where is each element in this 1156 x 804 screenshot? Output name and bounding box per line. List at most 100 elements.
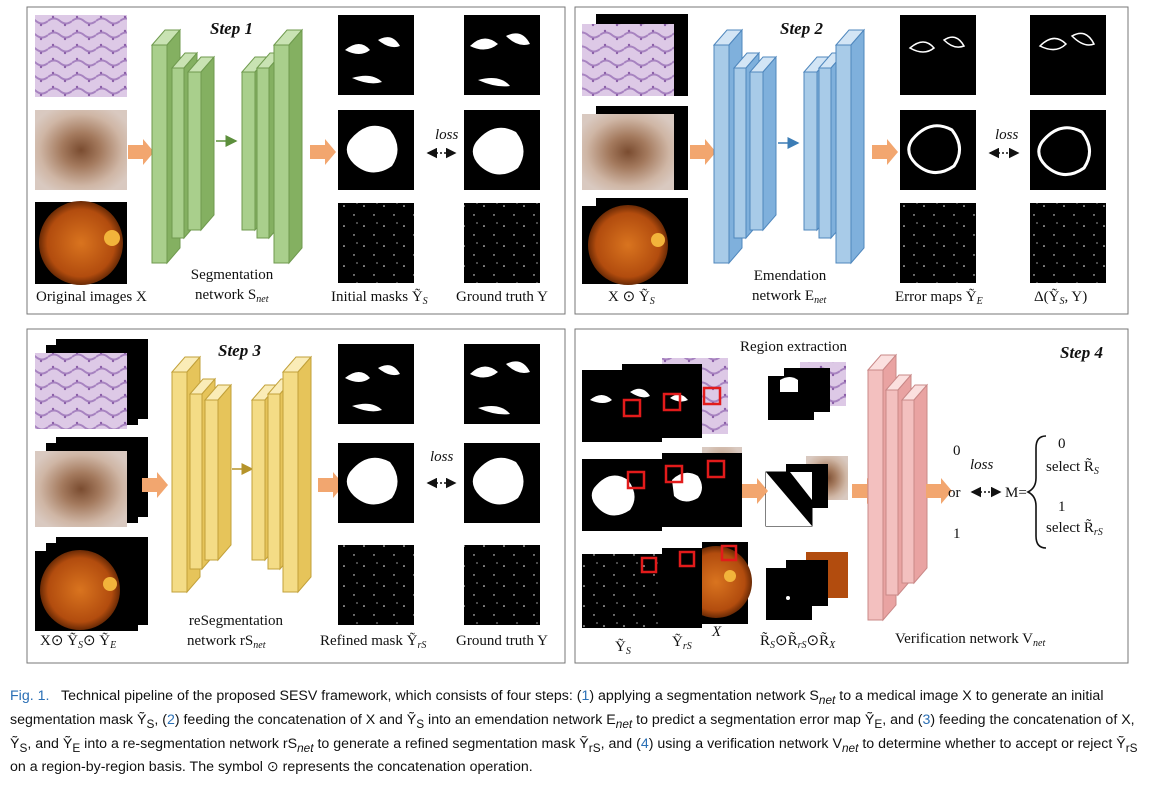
caption-text: ) using a verification network V — [648, 735, 842, 752]
delta-maps — [1030, 15, 1106, 283]
caption-text: ) feeding the concatenation of X and Ỹ — [174, 711, 417, 728]
loss-label: loss — [435, 127, 459, 143]
step1-panel — [26, 6, 566, 315]
error-maps-label: Error maps ỸE — [895, 289, 983, 307]
caption-sub: net — [615, 716, 633, 731]
reseg-net-label-1: reSegmentation — [189, 613, 284, 629]
pipeline-figure: Step 1 Segmentation network Snet Origina… — [26, 6, 1129, 664]
ref-link[interactable]: 4 — [640, 735, 649, 752]
caption-sub: net — [818, 692, 836, 707]
skin-lesion-image — [35, 110, 127, 190]
caption-text: , and ( — [882, 711, 923, 728]
delta-label: Δ(ỸS, Y) — [1034, 289, 1087, 307]
step4-title: Step 4 — [1060, 343, 1103, 362]
orange-arrow — [142, 472, 168, 498]
step3-input-images — [35, 339, 148, 631]
refined-masks — [338, 344, 414, 625]
caption-text: into a re-segmentation network rS — [80, 735, 298, 752]
caption-sub: E — [874, 716, 883, 731]
select-rrs: select R̃rS — [1046, 519, 1103, 538]
brace — [1026, 435, 1047, 549]
region-extraction-text: Region extraction — [740, 339, 848, 355]
step3-gt-label: Ground truth Y — [456, 633, 548, 649]
caption-text: to generate a refined segmentation mask … — [313, 735, 589, 752]
step4-input-stacks — [582, 358, 752, 628]
emend-net-label-1: Emendation — [754, 268, 827, 284]
caption-text: to a medical image X to generate an init… — [10, 688, 1104, 728]
resegmentation-network-shape — [170, 355, 313, 594]
extracted-regions — [765, 362, 848, 620]
regions-label: R̃S⊙R̃rS⊙R̃X — [760, 632, 836, 651]
caption-text: into an emendation network E — [424, 711, 616, 728]
step2-input-label: X ⊙ ỸS — [608, 289, 655, 307]
caption-sub: rS — [1125, 740, 1138, 755]
caption-text: ) feeding the concatenation of X, Ỹ — [10, 711, 1135, 752]
emend-net-label-2: network Enet — [752, 288, 827, 306]
step4-panel — [574, 328, 1129, 664]
reseg-net-label-2: network rSnet — [187, 633, 266, 651]
caption-sub: S — [416, 716, 425, 731]
orange-arrow — [318, 472, 344, 498]
caption-sub: net — [297, 740, 314, 755]
caption-sub: S — [19, 740, 28, 755]
step1-input-images — [35, 15, 127, 285]
caption-text: , ( — [154, 711, 167, 728]
step3-ground-truth — [464, 344, 540, 625]
refined-mask-label: Refined mask ỸrS — [320, 633, 426, 651]
case-one: 1 — [1058, 499, 1066, 515]
ref-link[interactable]: 2 — [166, 711, 175, 728]
caption-text: to predict a segmentation error map Ỹ — [632, 711, 875, 728]
caption-sub: net — [841, 740, 859, 755]
step3-input-label: X⊙ ỸS⊙ ỸE — [40, 633, 116, 651]
ref-link[interactable]: 3 — [922, 711, 931, 728]
case-zero: 0 — [1058, 436, 1066, 452]
original-images-label: Original images X — [36, 289, 147, 305]
verification-net-label: Verification network Vnet — [895, 631, 1045, 649]
step2-input-images — [582, 14, 688, 285]
step2-panel — [574, 6, 1129, 315]
figure-caption: Fig. 1. Technical pipeline of the propos… — [10, 686, 1146, 777]
loss-label: loss — [970, 457, 994, 473]
caption-text: , and Ỹ — [27, 735, 73, 752]
orange-arrow — [310, 139, 336, 165]
orange-arrow — [742, 478, 768, 504]
error-maps — [900, 15, 976, 283]
histology-image — [35, 15, 127, 97]
orange-arrow — [690, 139, 716, 165]
caption-sub: rS — [588, 740, 601, 755]
step2-title: Step 2 — [780, 19, 823, 38]
ref-link[interactable]: 1 — [581, 688, 590, 704]
yrs-label: ỸrS — [672, 634, 692, 652]
verification-network-shape — [866, 353, 929, 622]
m-equals: M= — [1005, 485, 1027, 501]
select-rs: select R̃S — [1046, 458, 1099, 477]
step3-title: Step 3 — [218, 341, 261, 360]
orange-arrow — [926, 478, 952, 504]
caption-text: ) applying a segmentation network S — [589, 688, 819, 704]
caption-label: Fig. 1. — [10, 688, 50, 704]
orange-arrow — [872, 139, 898, 165]
output-or: or — [948, 485, 961, 501]
caption-text: , and ( — [600, 735, 641, 752]
ys-label: ỸS — [615, 639, 631, 657]
caption-text: to determine whether to accept or reject… — [858, 735, 1126, 752]
initial-masks — [338, 15, 414, 283]
emendation-network-shape — [712, 28, 866, 265]
orange-arrow — [128, 139, 154, 165]
step3-panel — [26, 328, 566, 664]
caption-text: Technical pipeline of the proposed SESV … — [61, 688, 582, 704]
output-zero: 0 — [953, 443, 961, 459]
step1-title: Step 1 — [210, 19, 253, 38]
ground-truth-masks — [464, 15, 540, 283]
initial-masks-label: Initial masks ỸS — [331, 289, 428, 307]
loss-label: loss — [995, 127, 1019, 143]
seg-net-label-2: network Snet — [195, 287, 269, 305]
caption-text: on a region-by-region basis. The symbol … — [10, 759, 533, 776]
seg-net-label-1: Segmentation — [191, 267, 274, 283]
caption-sub: E — [72, 740, 81, 755]
fundus-image — [39, 201, 123, 285]
x-label: X — [711, 624, 722, 640]
caption-sub: S — [146, 716, 155, 731]
output-one: 1 — [953, 526, 961, 542]
segmentation-network-shape — [150, 28, 304, 265]
